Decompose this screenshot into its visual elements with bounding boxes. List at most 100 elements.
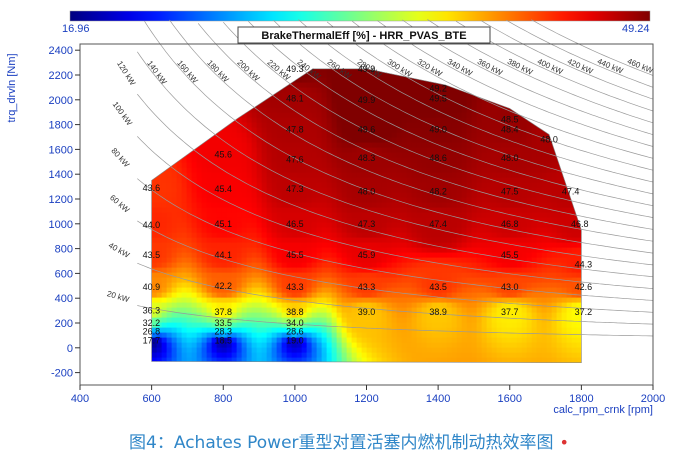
chart-title: BrakeThermalEff [%] - HRR_PVAS_BTE — [261, 30, 466, 42]
efficiency-value-label: 38.9 — [429, 307, 447, 317]
efficiency-value-label: 40.9 — [143, 282, 161, 292]
efficiency-value-label: 48.0 — [501, 153, 519, 163]
power-line-260kw — [273, 20, 654, 195]
efficiency-value-label: 44.3 — [575, 260, 593, 270]
power-line-label: 380 kW — [506, 57, 535, 77]
efficiency-value-label: 28.3 — [214, 327, 232, 337]
map-boundary — [151, 68, 582, 364]
efficiency-value-label: 47.6 — [286, 154, 304, 164]
power-line-340kw — [376, 20, 654, 147]
power-line-440kw — [506, 19, 654, 88]
y-tick-label: 0 — [67, 343, 73, 355]
power-line-140kw — [137, 51, 654, 266]
efficiency-value-label: 26.8 — [143, 327, 161, 337]
efficiency-value-label: 49.6 — [358, 125, 376, 135]
efficiency-value-label: 46.5 — [286, 219, 304, 229]
power-line-label: 440 kW — [596, 57, 625, 76]
efficiency-value-label: 48.3 — [358, 153, 376, 163]
power-line-200kw — [197, 23, 654, 230]
efficiency-value-label: 43.3 — [358, 282, 376, 292]
efficiency-value-label: 47.4 — [562, 187, 580, 197]
colorbar — [69, 10, 651, 22]
efficiency-value-label: 37.7 — [501, 307, 519, 317]
efficiency-value-label: 17.7 — [143, 335, 161, 345]
power-line-label: 120 kW — [115, 59, 137, 87]
y-tick-label: 200 — [55, 318, 73, 330]
efficiency-value-label: 19.0 — [286, 335, 304, 345]
x-tick-label: 2000 — [641, 393, 665, 405]
efficiency-value-label: 47.5 — [501, 187, 519, 197]
efficiency-value-label: 48.1 — [286, 94, 304, 104]
x-tick-label: 1000 — [283, 393, 307, 405]
x-tick-label: 800 — [214, 393, 232, 405]
power-line-label: 140 kW — [145, 59, 169, 86]
efficiency-value-label: 38.8 — [286, 307, 304, 317]
power-line-40kw — [137, 262, 654, 325]
chart-title-box: BrakeThermalEff [%] - HRR_PVAS_BTE — [237, 26, 491, 44]
y-tick-label: 800 — [55, 244, 73, 256]
efficiency-value-label: 48.2 — [429, 187, 447, 197]
y-tick-label: 1600 — [49, 144, 73, 156]
power-line-label: 420 kW — [566, 57, 595, 77]
power-line-80kw — [137, 178, 654, 301]
x-tick-label: 1400 — [426, 393, 450, 405]
efficiency-value-label: 45.5 — [286, 250, 304, 260]
power-line-label: 400 kW — [536, 57, 565, 77]
x-tick-label: 1800 — [569, 393, 593, 405]
power-line-label: 40 kW — [107, 241, 132, 260]
power-line-460kw — [531, 19, 654, 76]
efficiency-value-label: 47.3 — [358, 219, 376, 229]
power-line-label: 340 kW — [446, 57, 474, 78]
efficiency-value-label: 48.0 — [540, 134, 558, 144]
y-tick-label: 1000 — [49, 219, 73, 231]
y-tick-label: 2400 — [49, 45, 73, 57]
efficiency-value-label: 43.5 — [143, 250, 161, 260]
efficiency-value-label: 45.5 — [501, 250, 519, 260]
efficiency-value-label: 48.6 — [429, 153, 447, 163]
y-tick-label: 600 — [55, 268, 73, 280]
y-tick-label: -200 — [51, 368, 73, 380]
power-line-label: 20 kW — [106, 289, 131, 304]
power-line-320kw — [351, 20, 654, 159]
power-line-label: 320 kW — [416, 57, 444, 79]
x-axis-label: calc_rpm_crnk [rpm] — [553, 404, 653, 416]
power-line-label: 160 kW — [175, 59, 200, 86]
efficiency-value-label: 49.9 — [358, 64, 376, 74]
power-line-label: 100 kW — [111, 100, 134, 128]
power-line-240kw — [248, 20, 654, 207]
colorbar-min-label: 16.96 — [62, 23, 90, 35]
efficiency-value-label: 45.4 — [214, 184, 232, 194]
power-line-160kw — [144, 21, 654, 254]
y-axis-label: trq_drvln [Nm] — [6, 53, 18, 122]
efficiency-value-label: 28.6 — [286, 327, 304, 337]
efficiency-value-label: 43.6 — [143, 183, 161, 193]
power-line-60kw — [137, 220, 654, 313]
efficiency-value-label: 45.6 — [214, 149, 232, 159]
power-line-label: 460 kW — [626, 57, 655, 76]
axes: 400 600 800 1000 1200 1400 1600 1800 2000 -200 0 20… — [49, 43, 665, 405]
efficiency-map — [151, 68, 582, 364]
data-labels: 43.6 44.0 43.5 40.9 36.3 32.226.817.7 45.6 45.4… — [143, 64, 593, 346]
efficiency-value-label: 49.2 — [429, 84, 447, 94]
power-line-100kw — [137, 136, 654, 289]
x-tick-label: 400 — [71, 393, 89, 405]
efficiency-value-label: 47.4 — [429, 219, 447, 229]
power-line-180kw — [169, 19, 654, 242]
efficiency-value-label: 39.0 — [358, 307, 376, 317]
efficiency-value-label: 33.5 — [214, 318, 232, 328]
y-tick-label: 400 — [55, 293, 73, 305]
power-line-label: 180 kW — [205, 58, 231, 84]
efficiency-value-label: 47.3 — [286, 184, 304, 194]
figure-caption: 图4：Achates Power重型对置活塞内燃机制动热效率图 • — [0, 428, 698, 453]
y-tick-label: 1800 — [49, 120, 73, 132]
efficiency-value-label: 43.3 — [286, 282, 304, 292]
efficiency-value-label: 44.1 — [214, 250, 232, 260]
power-line-360kw — [402, 19, 654, 136]
power-line-420kw — [480, 20, 654, 100]
y-tick-label: 1400 — [49, 169, 73, 181]
power-line-label: 80 kW — [109, 146, 131, 169]
power-line-300kw — [326, 21, 654, 171]
efficiency-value-label: 36.3 — [143, 306, 161, 316]
y-tick-label: 2000 — [49, 95, 73, 107]
